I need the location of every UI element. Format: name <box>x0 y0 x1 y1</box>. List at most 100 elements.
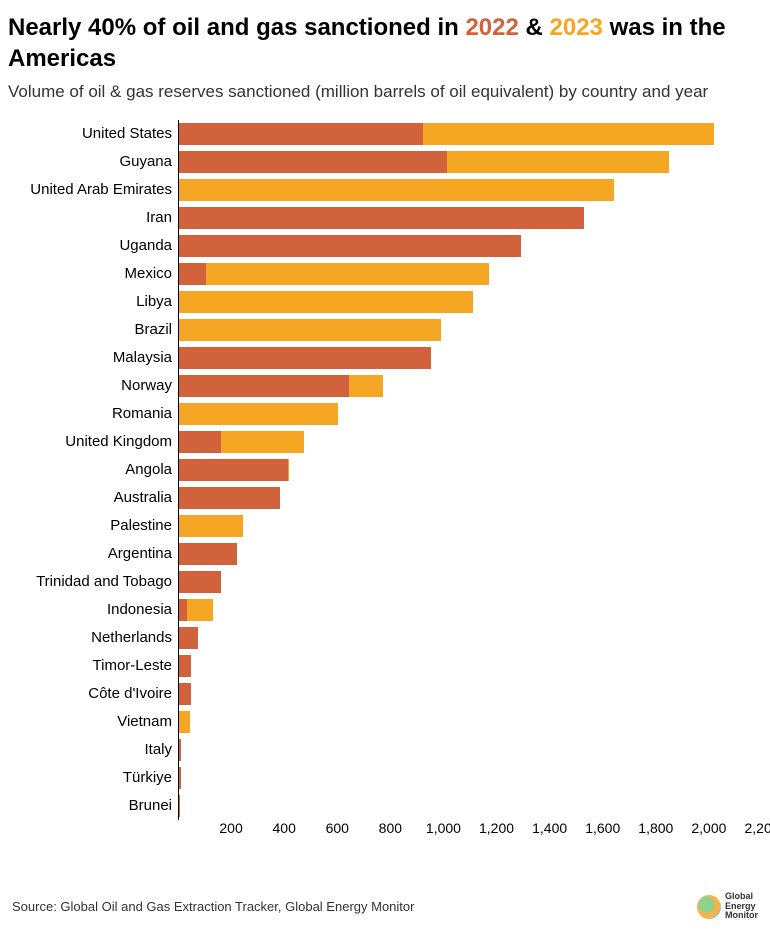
chart-title: Nearly 40% of oil and gas sanctioned in … <box>8 12 762 74</box>
bar-segment-2022 <box>179 795 180 817</box>
bar-stack <box>179 207 584 229</box>
chart-row: Argentina <box>8 540 762 568</box>
bar-segment-2022 <box>179 571 221 593</box>
bar-stack <box>179 179 614 201</box>
bar-track <box>178 736 762 764</box>
chart-row: Vietnam <box>8 708 762 736</box>
bar-track <box>178 204 762 232</box>
chart-row: Türkiye <box>8 764 762 792</box>
globe-icon <box>697 895 721 919</box>
bar-track <box>178 120 762 148</box>
country-label: Argentina <box>8 540 178 568</box>
chart-row: Côte d'Ivoire <box>8 680 762 708</box>
brand-line3: Monitor <box>725 911 758 920</box>
bar-segment-2022 <box>179 487 280 509</box>
chart-row: Brazil <box>8 316 762 344</box>
country-label: Angola <box>8 456 178 484</box>
bar-segment-2022 <box>179 151 447 173</box>
country-label: Netherlands <box>8 624 178 652</box>
bar-track <box>178 232 762 260</box>
chart-row: Iran <box>8 204 762 232</box>
chart-row: United Kingdom <box>8 428 762 456</box>
bar-segment-2022 <box>179 683 191 705</box>
bar-stack <box>179 571 221 593</box>
bar-segment-2023 <box>288 459 289 481</box>
bar-segment-2023 <box>447 151 670 173</box>
bar-stack <box>179 543 237 565</box>
country-label: United Kingdom <box>8 428 178 456</box>
country-label: Vietnam <box>8 708 178 736</box>
bar-segment-2022 <box>179 123 423 145</box>
country-label: Brazil <box>8 316 178 344</box>
bar-stack <box>179 403 338 425</box>
bar-stack <box>179 795 180 817</box>
bar-stack <box>179 655 191 677</box>
x-tick: 2,200 <box>744 820 770 836</box>
country-label: Mexico <box>8 260 178 288</box>
bar-segment-2023 <box>349 375 383 397</box>
chart-row: Trinidad and Tobago <box>8 568 762 596</box>
bar-stack <box>179 515 243 537</box>
bar-track <box>178 456 762 484</box>
bar-track <box>178 708 762 736</box>
bar-track <box>178 764 762 792</box>
bar-track <box>178 680 762 708</box>
chart-row: Libya <box>8 288 762 316</box>
bar-segment-2022 <box>179 543 237 565</box>
bar-track <box>178 176 762 204</box>
bar-segment-2022 <box>179 627 198 649</box>
x-axis: 2004006008001,0001,2001,4001,6001,8002,0… <box>8 820 762 850</box>
x-tick: 1,800 <box>638 820 673 836</box>
bar-stack <box>179 627 198 649</box>
country-label: Uganda <box>8 232 178 260</box>
chart-row: United Arab Emirates <box>8 176 762 204</box>
country-label: United States <box>8 120 178 148</box>
chart-row: Netherlands <box>8 624 762 652</box>
bar-stack <box>179 123 714 145</box>
country-label: United Arab Emirates <box>8 176 178 204</box>
bar-stack <box>179 235 521 257</box>
chart-row: Brunei <box>8 792 762 820</box>
country-label: Indonesia <box>8 596 178 624</box>
source-text: Source: Global Oil and Gas Extraction Tr… <box>12 899 414 914</box>
x-tick: 600 <box>326 820 349 836</box>
axis-spacer <box>8 820 178 850</box>
title-amp: & <box>519 14 550 41</box>
country-label: Palestine <box>8 512 178 540</box>
bar-track <box>178 568 762 596</box>
x-tick: 400 <box>272 820 295 836</box>
country-label: Libya <box>8 288 178 316</box>
bar-segment-2022 <box>179 235 521 257</box>
bar-segment-2022 <box>179 263 206 285</box>
bar-track <box>178 540 762 568</box>
bar-stack <box>179 431 304 453</box>
country-label: Iran <box>8 204 178 232</box>
country-label: Italy <box>8 736 178 764</box>
bar-stack <box>179 291 473 313</box>
bar-stack <box>179 487 280 509</box>
x-tick: 800 <box>379 820 402 836</box>
country-label: Côte d'Ivoire <box>8 680 178 708</box>
title-year-2023: 2023 <box>550 14 603 41</box>
bar-segment-2023 <box>179 711 190 733</box>
chart-row: Palestine <box>8 512 762 540</box>
chart-row: Malaysia <box>8 344 762 372</box>
chart-row: Norway <box>8 372 762 400</box>
bar-stack <box>179 263 489 285</box>
bar-track <box>178 372 762 400</box>
chart-row: Romania <box>8 400 762 428</box>
bar-segment-2023 <box>179 319 441 341</box>
bar-track <box>178 260 762 288</box>
x-tick: 1,600 <box>585 820 620 836</box>
bar-stack <box>179 459 289 481</box>
bar-segment-2022 <box>179 207 584 229</box>
bar-stack <box>179 151 669 173</box>
country-label: Guyana <box>8 148 178 176</box>
bar-track <box>178 512 762 540</box>
bar-stack <box>179 599 213 621</box>
chart-row: Italy <box>8 736 762 764</box>
chart-row: Mexico <box>8 260 762 288</box>
chart-row: Timor-Leste <box>8 652 762 680</box>
bar-segment-2022 <box>179 767 181 789</box>
bar-segment-2022 <box>179 459 288 481</box>
